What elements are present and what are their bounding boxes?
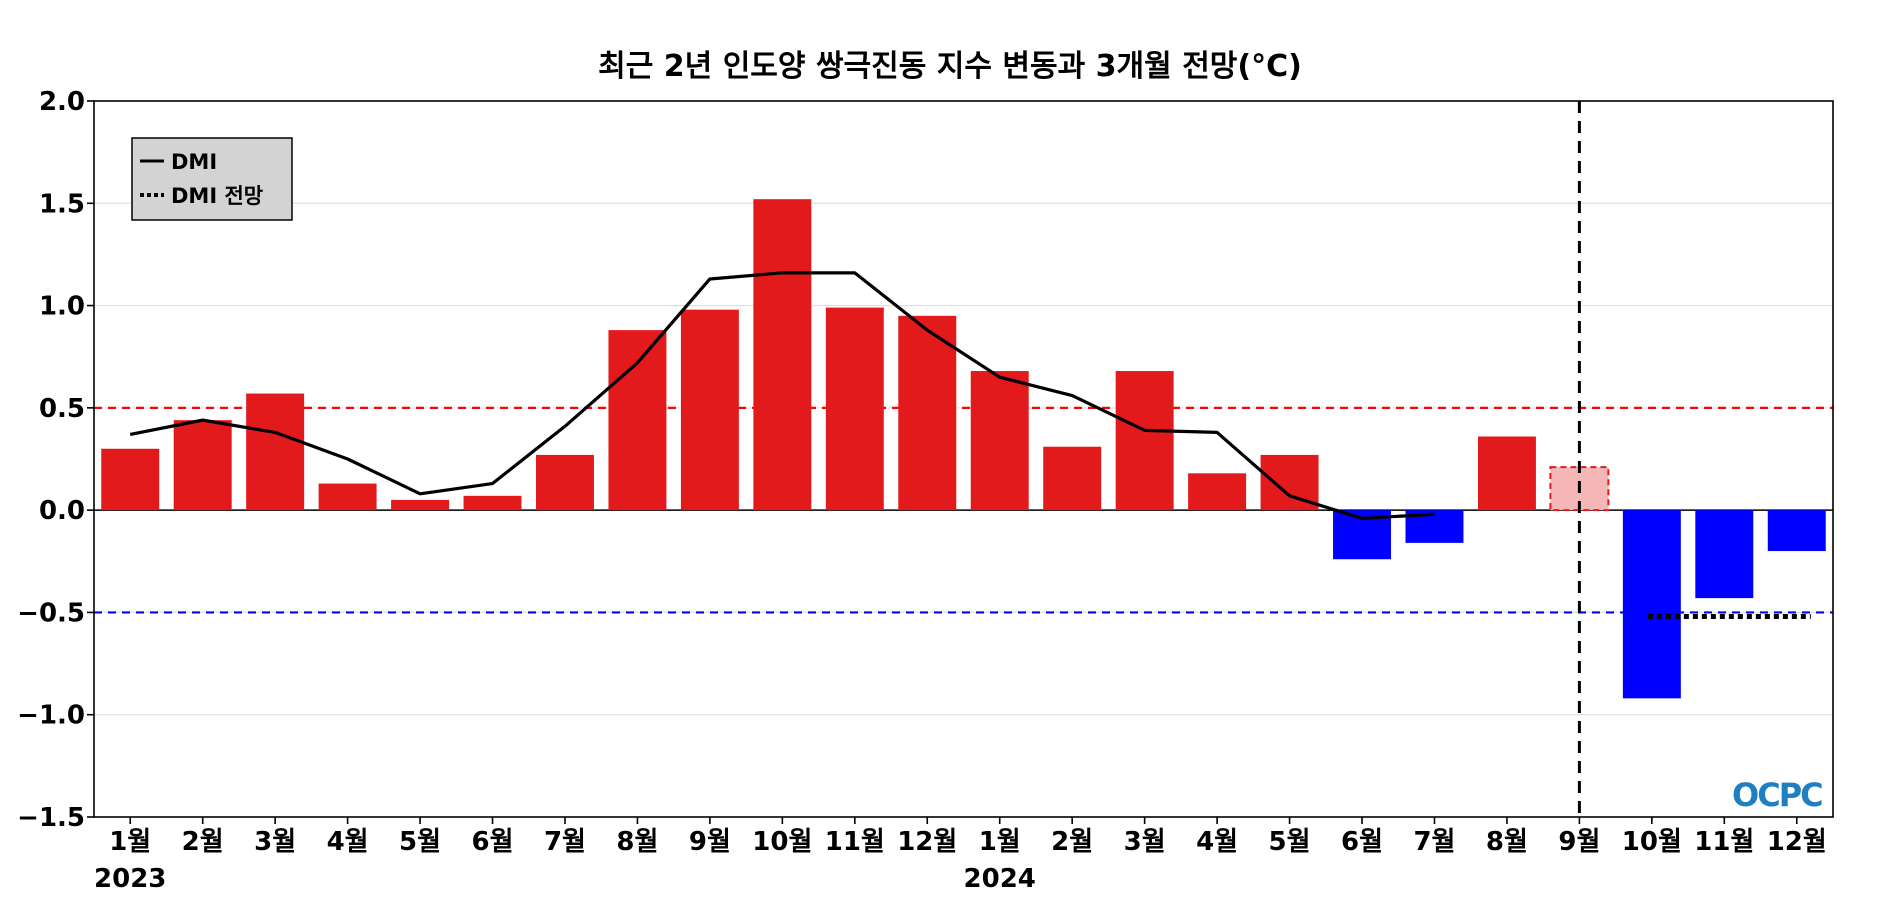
ytick-label-7: −1.5 (17, 803, 85, 833)
legend-forecast-label: DMI 전망 (171, 184, 263, 208)
threshold-lines (94, 406, 1833, 614)
bar-15 (1188, 473, 1247, 511)
xtick-label-15: 4월 (1196, 827, 1238, 857)
bar-2 (246, 393, 305, 511)
ytick-label-2: 1.0 (39, 292, 85, 322)
bar-3 (318, 483, 377, 511)
gridlines (94, 202, 1833, 716)
series-lines (129, 101, 1811, 817)
xtick-label-18: 7월 (1413, 827, 1455, 857)
bar-14 (1115, 371, 1174, 511)
bar-10 (825, 307, 884, 511)
legend-box (131, 137, 293, 221)
xtick-label-14: 3월 (1124, 827, 1166, 857)
bar-1 (173, 420, 232, 511)
ytick-label-5: −0.5 (17, 598, 85, 628)
year-label-0: 2023 (94, 864, 166, 894)
xtick-label-11: 12월 (897, 827, 957, 857)
xtick-label-12: 1월 (979, 827, 1021, 857)
plot-frame (93, 100, 1834, 818)
xtick-label-3: 4월 (327, 827, 369, 857)
bar-21 (1622, 510, 1681, 699)
bar-19 (1477, 436, 1536, 511)
xtick-label-16: 5월 (1269, 827, 1311, 857)
ytick-label-4: 0.0 (39, 496, 85, 526)
bar-0 (101, 448, 160, 511)
xtick-label-22: 11월 (1694, 827, 1754, 857)
xtick-label-13: 2월 (1051, 827, 1093, 857)
legend: DMI DMI 전망 (131, 137, 293, 221)
xtick-label-21: 10월 (1622, 827, 1682, 857)
xtick-label-20: 9월 (1558, 827, 1600, 857)
ytick-label-0: 2.0 (39, 87, 85, 117)
xtick-label-17: 6월 (1341, 827, 1383, 857)
xtick-label-0: 1월 (109, 827, 151, 857)
bar-11 (898, 315, 957, 511)
bars (101, 199, 1826, 699)
xtick-label-19: 8월 (1486, 827, 1528, 857)
bar-9 (753, 199, 812, 511)
xtick-label-4: 5월 (399, 827, 441, 857)
xtick-label-8: 9월 (689, 827, 731, 857)
ocpc-logo: OCPC (1732, 776, 1824, 814)
bar-8 (680, 309, 739, 511)
axes: 2.0 1.5 1.0 0.5 0.0 −0.5 −1.0 −1.5 1월 2월 3월 4월 5월 6월 7… (17, 87, 1834, 894)
bar-23 (1767, 510, 1826, 552)
chart-title: 최근 2년 인도양 쌍극진동 지수 변동과 3개월 전망(°C) (598, 49, 1302, 84)
bar-4 (391, 499, 450, 511)
bar-13 (1043, 446, 1102, 511)
legend-dmi-label: DMI (171, 150, 217, 174)
xtick-label-1: 2월 (182, 827, 224, 857)
series-line-0 (129, 271, 1435, 520)
ytick-label-3: 0.5 (39, 394, 85, 424)
xtick-label-2: 3월 (254, 827, 296, 857)
xtick-label-5: 6월 (472, 827, 514, 857)
year-label-1: 2024 (964, 864, 1036, 894)
bar-12 (970, 371, 1029, 511)
ytick-label-6: −1.0 (17, 701, 85, 731)
logo-text: OCPC (1732, 776, 1822, 814)
bar-22 (1695, 510, 1754, 599)
bar-5 (463, 495, 522, 511)
xtick-label-23: 12월 (1767, 827, 1827, 857)
xtick-label-7: 8월 (616, 827, 658, 857)
bar-7 (608, 330, 667, 511)
xtick-label-6: 7월 (544, 827, 586, 857)
xtick-label-10: 11월 (825, 827, 885, 857)
bar-6 (535, 454, 594, 511)
ytick-label-1: 1.5 (39, 189, 85, 219)
xtick-label-9: 10월 (752, 827, 812, 857)
